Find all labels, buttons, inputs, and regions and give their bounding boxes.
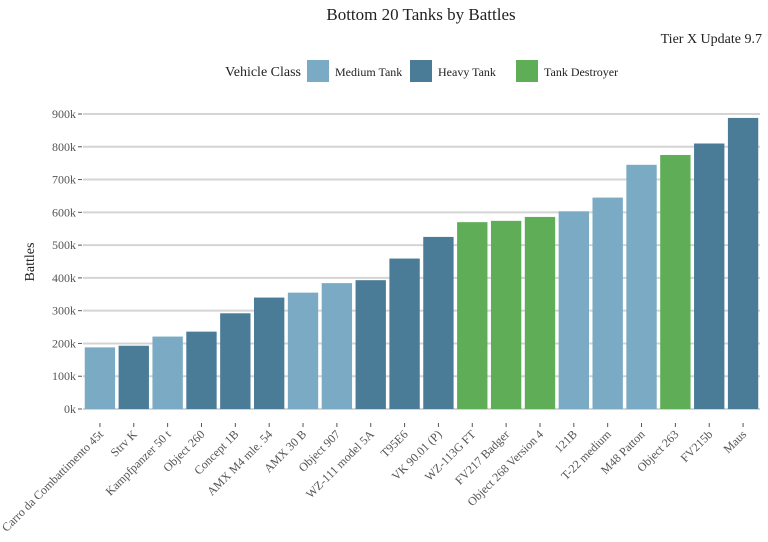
bar[interactable]: [626, 164, 657, 409]
legend-entry[interactable]: Medium Tank: [335, 65, 402, 79]
bar[interactable]: [660, 154, 691, 409]
bar[interactable]: [186, 331, 217, 409]
bar[interactable]: [355, 280, 386, 409]
legend-entry[interactable]: Heavy Tank: [438, 65, 496, 79]
legend-entry[interactable]: Tank Destroyer: [544, 65, 618, 79]
bar[interactable]: [727, 117, 759, 409]
legend-title: Vehicle Class: [225, 65, 301, 80]
bar[interactable]: [524, 216, 556, 409]
chart-title: Bottom 20 Tanks by Battles: [326, 5, 515, 24]
y-tick-label: 200k: [52, 336, 76, 350]
bar[interactable]: [84, 347, 116, 409]
bar[interactable]: [423, 236, 454, 409]
y-tick-label: 500k: [52, 238, 76, 252]
bar[interactable]: [389, 258, 420, 409]
chart-subtitle: Tier X Update 9.7: [661, 32, 762, 47]
x-tick-label: Maus: [720, 427, 749, 456]
bar[interactable]: [152, 336, 183, 409]
bar[interactable]: [220, 313, 251, 409]
bar[interactable]: [321, 283, 353, 409]
y-tick-label: 700k: [52, 173, 76, 187]
legend-swatch: [410, 60, 432, 82]
bar[interactable]: [558, 211, 589, 409]
x-axis-labels: Carro da Combattimento 45t Strv KKampfpan…: [0, 423, 749, 534]
legend-swatch: [516, 60, 538, 82]
bar[interactable]: [694, 143, 725, 410]
x-tick-label: FV215b: [678, 427, 716, 465]
y-tick-label: 300k: [52, 304, 76, 318]
x-tick-label: 121B: [552, 427, 580, 455]
y-tick-label: 0k: [64, 402, 76, 416]
x-tick-label: Carro da Combattimento 45t: [0, 427, 107, 535]
bar[interactable]: [457, 222, 488, 409]
bar[interactable]: [254, 297, 285, 409]
bar[interactable]: [490, 220, 522, 409]
bar[interactable]: [592, 197, 623, 409]
y-tick-label: 400k: [52, 271, 76, 285]
bar[interactable]: [118, 345, 149, 409]
legend: Medium Tank Heavy Tank Tank Destroyer: [307, 60, 618, 82]
y-tick-label: 100k: [52, 369, 76, 383]
bars: [84, 117, 759, 410]
y-tick-label: 800k: [52, 140, 76, 154]
bar[interactable]: [287, 292, 319, 409]
y-axis-label: Battles: [23, 243, 38, 282]
y-tick-label: 600k: [52, 205, 76, 219]
y-tick-label: 900k: [52, 107, 76, 121]
legend-swatch: [307, 60, 329, 82]
